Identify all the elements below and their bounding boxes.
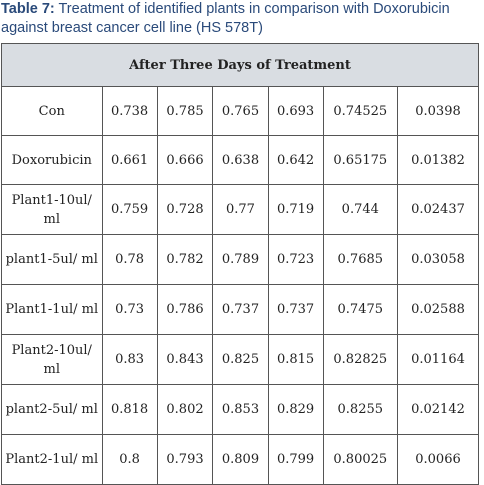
row-label-cell: plant2-5ul/ ml: [1, 384, 103, 435]
table-row: Doxorubicin 0.661 0.666 0.638 0.642 0.65…: [1, 135, 479, 185]
table-caption: Table 7: Treatment of identified plants …: [1, 0, 483, 38]
value-cell: 0.666: [156, 135, 214, 185]
mean-cell: 0.7475: [322, 284, 399, 335]
table-row: Plant1-10ul/ ml 0.759 0.728 0.77 0.719 0…: [1, 184, 479, 235]
table-row: plant2-5ul/ ml 0.818 0.802 0.853 0.829 0…: [1, 384, 479, 435]
sd-cell: 0.01382: [397, 135, 479, 185]
mean-cell: 0.82825: [322, 334, 399, 385]
table-caption-text: Treatment of identified plants in compar…: [1, 1, 450, 36]
table-header-cell: After Three Days of Treatment: [1, 43, 479, 87]
value-cell: 0.738: [101, 86, 158, 136]
row-label-cell: Doxorubicin: [1, 135, 103, 185]
row-label-cell: plant1-5ul/ ml: [1, 234, 103, 285]
table-caption-label: Table 7:: [1, 1, 55, 17]
value-cell: 0.73: [101, 284, 158, 335]
mean-cell: 0.74525: [322, 86, 399, 136]
sd-cell: 0.01164: [397, 334, 479, 385]
mean-cell: 0.80025: [322, 434, 399, 485]
sd-cell: 0.02437: [397, 184, 479, 235]
row-label-cell: Plant2-10ul/ ml: [1, 334, 103, 385]
value-cell: 0.789: [212, 234, 269, 285]
sd-cell: 0.02142: [397, 384, 479, 435]
value-cell: 0.638: [212, 135, 269, 185]
value-cell: 0.661: [101, 135, 158, 185]
value-cell: 0.809: [212, 434, 269, 485]
row-label-cell: Plant2-1ul/ ml: [1, 434, 103, 485]
row-label-cell: Plant1-10ul/ ml: [1, 184, 103, 235]
value-cell: 0.799: [267, 434, 324, 485]
value-cell: 0.853: [212, 384, 269, 435]
mean-cell: 0.8255: [322, 384, 399, 435]
value-cell: 0.815: [267, 334, 324, 385]
row-label-cell: Con: [1, 86, 103, 136]
value-cell: 0.786: [156, 284, 214, 335]
mean-cell: 0.7685: [322, 234, 399, 285]
value-cell: 0.728: [156, 184, 214, 235]
value-cell: 0.782: [156, 234, 214, 285]
value-cell: 0.737: [212, 284, 269, 335]
value-cell: 0.719: [267, 184, 324, 235]
value-cell: 0.785: [156, 86, 214, 136]
results-table: After Three Days of Treatment Con 0.738 …: [1, 43, 479, 485]
table-row: plant1-5ul/ ml 0.78 0.782 0.789 0.723 0.…: [1, 234, 479, 285]
value-cell: 0.723: [267, 234, 324, 285]
table-row: Plant2-10ul/ ml 0.83 0.843 0.825 0.815 0…: [1, 334, 479, 385]
value-cell: 0.802: [156, 384, 214, 435]
value-cell: 0.829: [267, 384, 324, 435]
value-cell: 0.83: [101, 334, 158, 385]
sd-cell: 0.02588: [397, 284, 479, 335]
table-row: Plant1-1ul/ ml 0.73 0.786 0.737 0.737 0.…: [1, 284, 479, 335]
value-cell: 0.818: [101, 384, 158, 435]
table-header-row: After Three Days of Treatment: [1, 43, 479, 87]
value-cell: 0.8: [101, 434, 158, 485]
mean-cell: 0.744: [322, 184, 399, 235]
sd-cell: 0.03058: [397, 234, 479, 285]
mean-cell: 0.65175: [322, 135, 399, 185]
value-cell: 0.825: [212, 334, 269, 385]
value-cell: 0.737: [267, 284, 324, 335]
value-cell: 0.642: [267, 135, 324, 185]
sd-cell: 0.0398: [397, 86, 479, 136]
table-row: Plant2-1ul/ ml 0.8 0.793 0.809 0.799 0.8…: [1, 434, 479, 485]
sd-cell: 0.0066: [397, 434, 479, 485]
table-row: Con 0.738 0.785 0.765 0.693 0.74525 0.03…: [1, 86, 479, 136]
value-cell: 0.78: [101, 234, 158, 285]
value-cell: 0.765: [212, 86, 269, 136]
value-cell: 0.793: [156, 434, 214, 485]
value-cell: 0.843: [156, 334, 214, 385]
row-label-cell: Plant1-1ul/ ml: [1, 284, 103, 335]
value-cell: 0.77: [212, 184, 269, 235]
value-cell: 0.759: [101, 184, 158, 235]
value-cell: 0.693: [267, 86, 324, 136]
